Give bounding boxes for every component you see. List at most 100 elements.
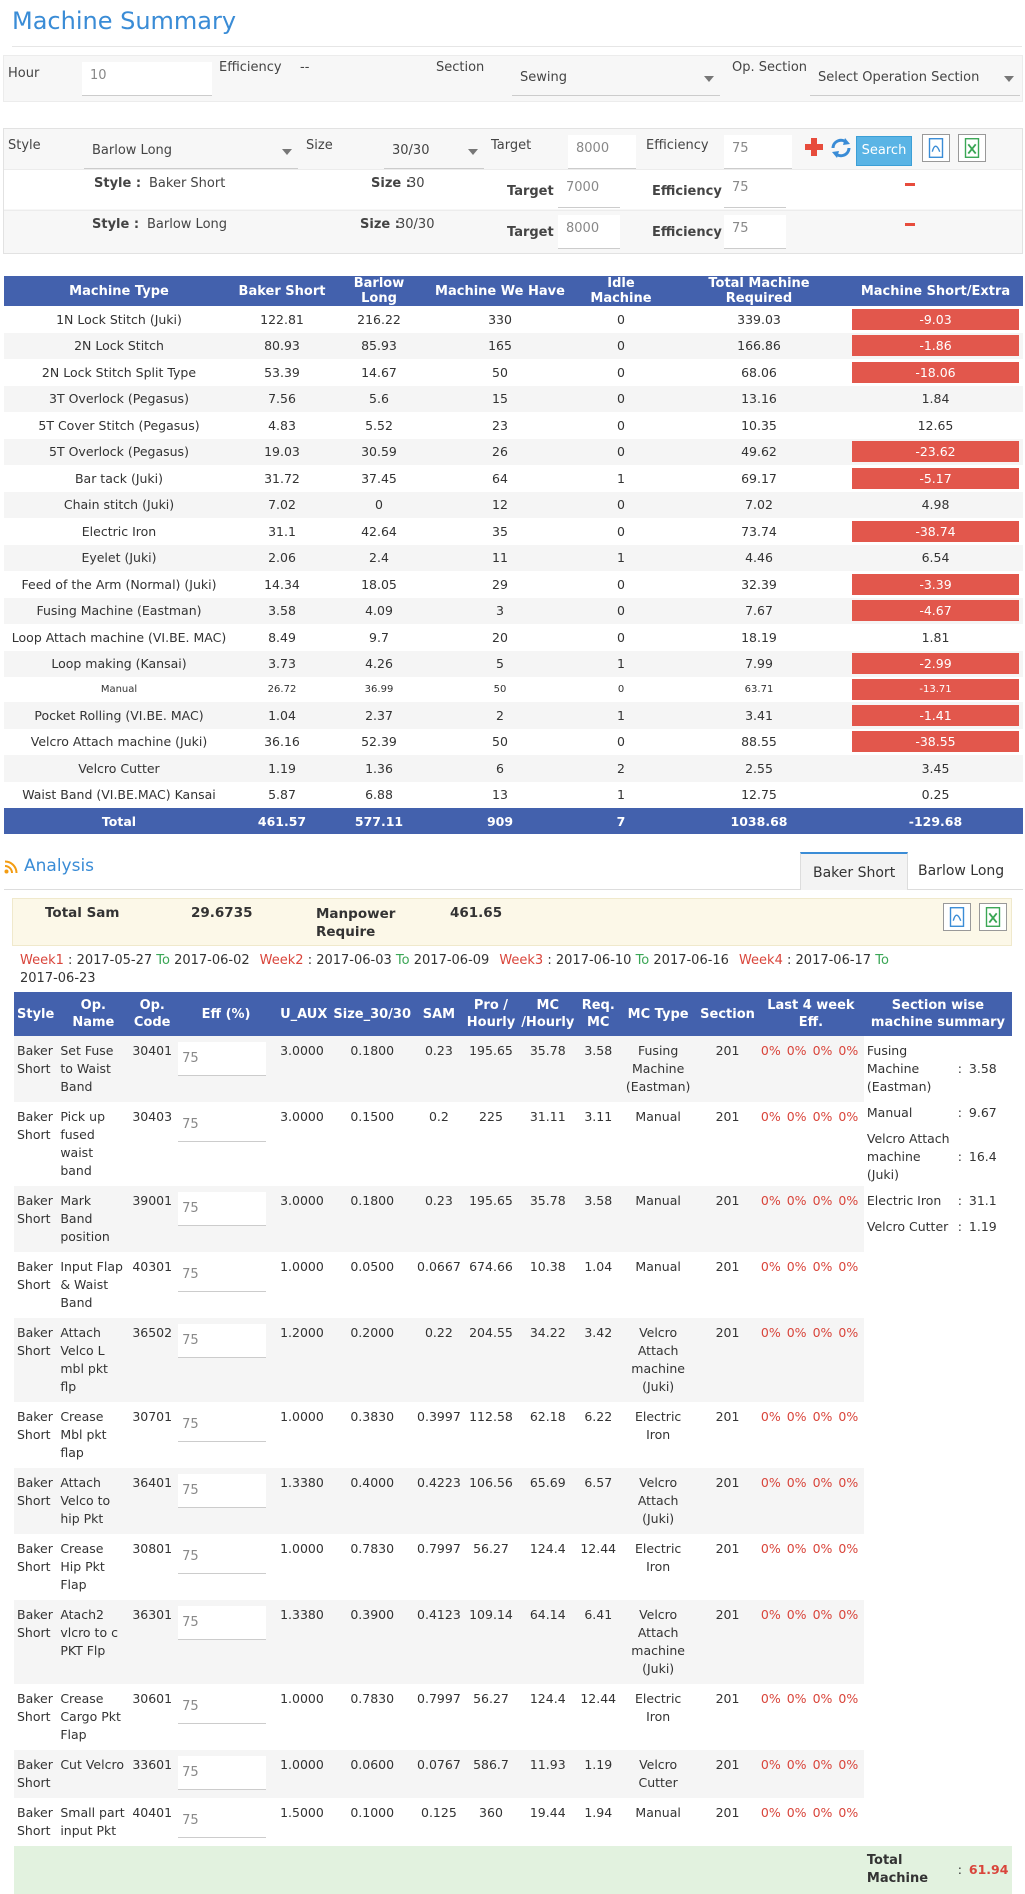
total-required-cell: 10.35 xyxy=(741,417,777,433)
barlow-long-cell: 30.59 xyxy=(330,438,428,465)
total-cell: 7 xyxy=(572,808,670,834)
eff-input[interactable]: 75 xyxy=(178,1540,267,1574)
short-badge: -9.03 xyxy=(852,308,1019,330)
style-entry-eff-label: Efficiency : xyxy=(652,184,732,199)
style-label: Style xyxy=(8,138,41,153)
search-button[interactable]: Search xyxy=(856,136,912,166)
machine-type-cell: Electric Iron xyxy=(81,523,157,539)
table-row: 2N Lock Stitch 80.93 85.93 165 0 166.86 -1.86 xyxy=(4,332,1023,359)
week-eff: 0% xyxy=(838,1193,859,1208)
size-select[interactable]: 30/30 xyxy=(384,135,484,169)
mc-hourly-cell: 31.11 xyxy=(529,1109,566,1124)
machine-type-cell: Velcro Attach machine (Juki) xyxy=(30,734,208,750)
eff-input[interactable]: 75 xyxy=(178,1042,267,1076)
style-efficiency-input[interactable]: 75 xyxy=(724,135,792,169)
week-eff: 0% xyxy=(786,1193,807,1208)
size-cell: 0.2000 xyxy=(330,1318,415,1402)
summary-colon: : xyxy=(957,1061,962,1076)
idle-machine-cell: 1 xyxy=(617,787,625,803)
pdf-export-icon[interactable] xyxy=(943,903,971,931)
analysis-summary: Total Sam 29.6735 Manpower Require 461.6… xyxy=(12,898,1012,946)
remove-icon[interactable] xyxy=(905,183,915,186)
op-code-cell: 30801 xyxy=(132,1541,173,1556)
style-entry-style: Baker Short xyxy=(149,176,226,191)
week-sep: : xyxy=(307,953,313,968)
eff-input[interactable]: 75 xyxy=(178,1756,267,1790)
op-name-cell: Input Flap & Waist Band xyxy=(60,1259,123,1310)
eff-input[interactable]: 75 xyxy=(178,1606,267,1640)
col-last-4-week: Last 4 week Eff. xyxy=(757,992,864,1036)
section-select[interactable]: Sewing xyxy=(512,62,720,96)
style-select[interactable]: Barlow Long xyxy=(84,135,298,169)
eff-input[interactable]: 75 xyxy=(178,1108,267,1142)
eff-cell: 75 xyxy=(175,1600,278,1684)
page-title: Machine Summary xyxy=(12,7,237,35)
eff-input[interactable]: 75 xyxy=(178,1474,267,1508)
week-eff: 0% xyxy=(838,1259,859,1274)
tab-barlow-long[interactable]: Barlow Long xyxy=(918,863,1005,879)
week-eff: 0% xyxy=(760,1691,781,1706)
add-icon[interactable] xyxy=(801,135,829,163)
excel-export-icon[interactable] xyxy=(958,134,986,162)
machine-type-cell: 5T Cover Stitch (Pegasus) xyxy=(38,417,200,433)
last-4-week-cell: 0% 0% 0% 0% xyxy=(758,1684,864,1750)
last-4-week-cell: 0% 0% 0% 0% xyxy=(757,1750,864,1798)
table-row: Baker Short Atach2 vlcro to c PKT Flp 3630… xyxy=(14,1600,1012,1684)
eff-input[interactable]: 75 xyxy=(178,1804,267,1838)
style-entry-target-input[interactable]: 8000 xyxy=(558,215,620,249)
size-cell: 0.3830 xyxy=(350,1409,395,1424)
pro-hourly-cell: 586.7 xyxy=(463,1750,519,1798)
week-eff: 0% xyxy=(786,1325,807,1340)
machine-summary-table: Machine Type Baker Short Barlow Long Mac… xyxy=(4,276,1023,834)
excel-export-icon[interactable] xyxy=(979,903,1007,931)
eff-input[interactable]: 75 xyxy=(178,1192,267,1226)
idle-machine-cell: 0 xyxy=(572,332,670,359)
week-to-label: To xyxy=(875,953,889,968)
week-sep: : xyxy=(68,953,73,968)
week-eff: 0% xyxy=(786,1475,807,1490)
op-section-select[interactable]: Select Operation Section xyxy=(810,62,1020,96)
size-cell: 0.1500 xyxy=(350,1109,395,1124)
week-eff: 0% xyxy=(838,1607,859,1622)
style-entry-eff-input[interactable]: 75 xyxy=(724,174,786,208)
sam-cell: 0.4123 xyxy=(414,1600,464,1684)
eff-input[interactable]: 75 xyxy=(178,1324,267,1358)
table-row: Baker Short Attach Velco L mbl pkt flp 365… xyxy=(14,1318,1012,1402)
tab-baker-short[interactable]: Baker Short xyxy=(800,852,909,890)
style-cell: Baker Short xyxy=(17,1259,53,1292)
summary-colon: : xyxy=(957,1105,962,1120)
idle-machine-cell: 1 xyxy=(572,702,670,729)
week-eff: 0% xyxy=(760,1325,781,1340)
summary-value: 16.4 xyxy=(968,1149,997,1164)
hour-input[interactable]: 10 xyxy=(82,62,212,96)
barlow-long-cell: 4.26 xyxy=(330,650,428,677)
style-entry-target-input[interactable]: 7000 xyxy=(558,174,620,208)
refresh-icon[interactable] xyxy=(827,135,855,163)
week-eff: 0% xyxy=(760,1757,781,1772)
col-baker-short: Baker Short xyxy=(234,276,330,306)
eff-input[interactable]: 75 xyxy=(178,1258,267,1292)
baker-short-cell: 36.16 xyxy=(264,734,300,750)
week-eff: 0% xyxy=(812,1193,833,1208)
eff-cell: 75 xyxy=(175,1252,277,1318)
hour-label: Hour xyxy=(8,66,40,81)
pdf-export-icon[interactable] xyxy=(922,134,950,162)
mc-type-cell: Electric Iron xyxy=(634,1691,682,1724)
machine-type-cell: Bar tack (Juki) xyxy=(74,470,164,486)
col-short-extra: Machine Short/Extra xyxy=(848,276,1023,306)
machine-we-have-cell: 35 xyxy=(492,523,508,539)
pro-hourly-cell: 204.55 xyxy=(463,1318,519,1402)
remove-icon[interactable] xyxy=(905,223,915,226)
target-input[interactable]: 8000 xyxy=(568,135,636,169)
size-cell: 0.1800 xyxy=(330,1036,415,1102)
eff-input[interactable]: 75 xyxy=(178,1408,267,1442)
last-4-week-cell: 0% 0% 0% 0% xyxy=(758,1252,864,1318)
style-entry-eff-input[interactable]: 75 xyxy=(724,215,786,249)
week-eff: 0% xyxy=(760,1475,781,1490)
week-eff: 0% xyxy=(812,1475,833,1490)
barlow-long-cell: 5.6 xyxy=(330,385,428,412)
total-machine-value: 61.94 xyxy=(968,1862,1009,1877)
total-machine-colon: : xyxy=(957,1862,962,1877)
eff-input[interactable]: 75 xyxy=(178,1690,267,1724)
style-cell: Baker Short xyxy=(14,1468,58,1534)
